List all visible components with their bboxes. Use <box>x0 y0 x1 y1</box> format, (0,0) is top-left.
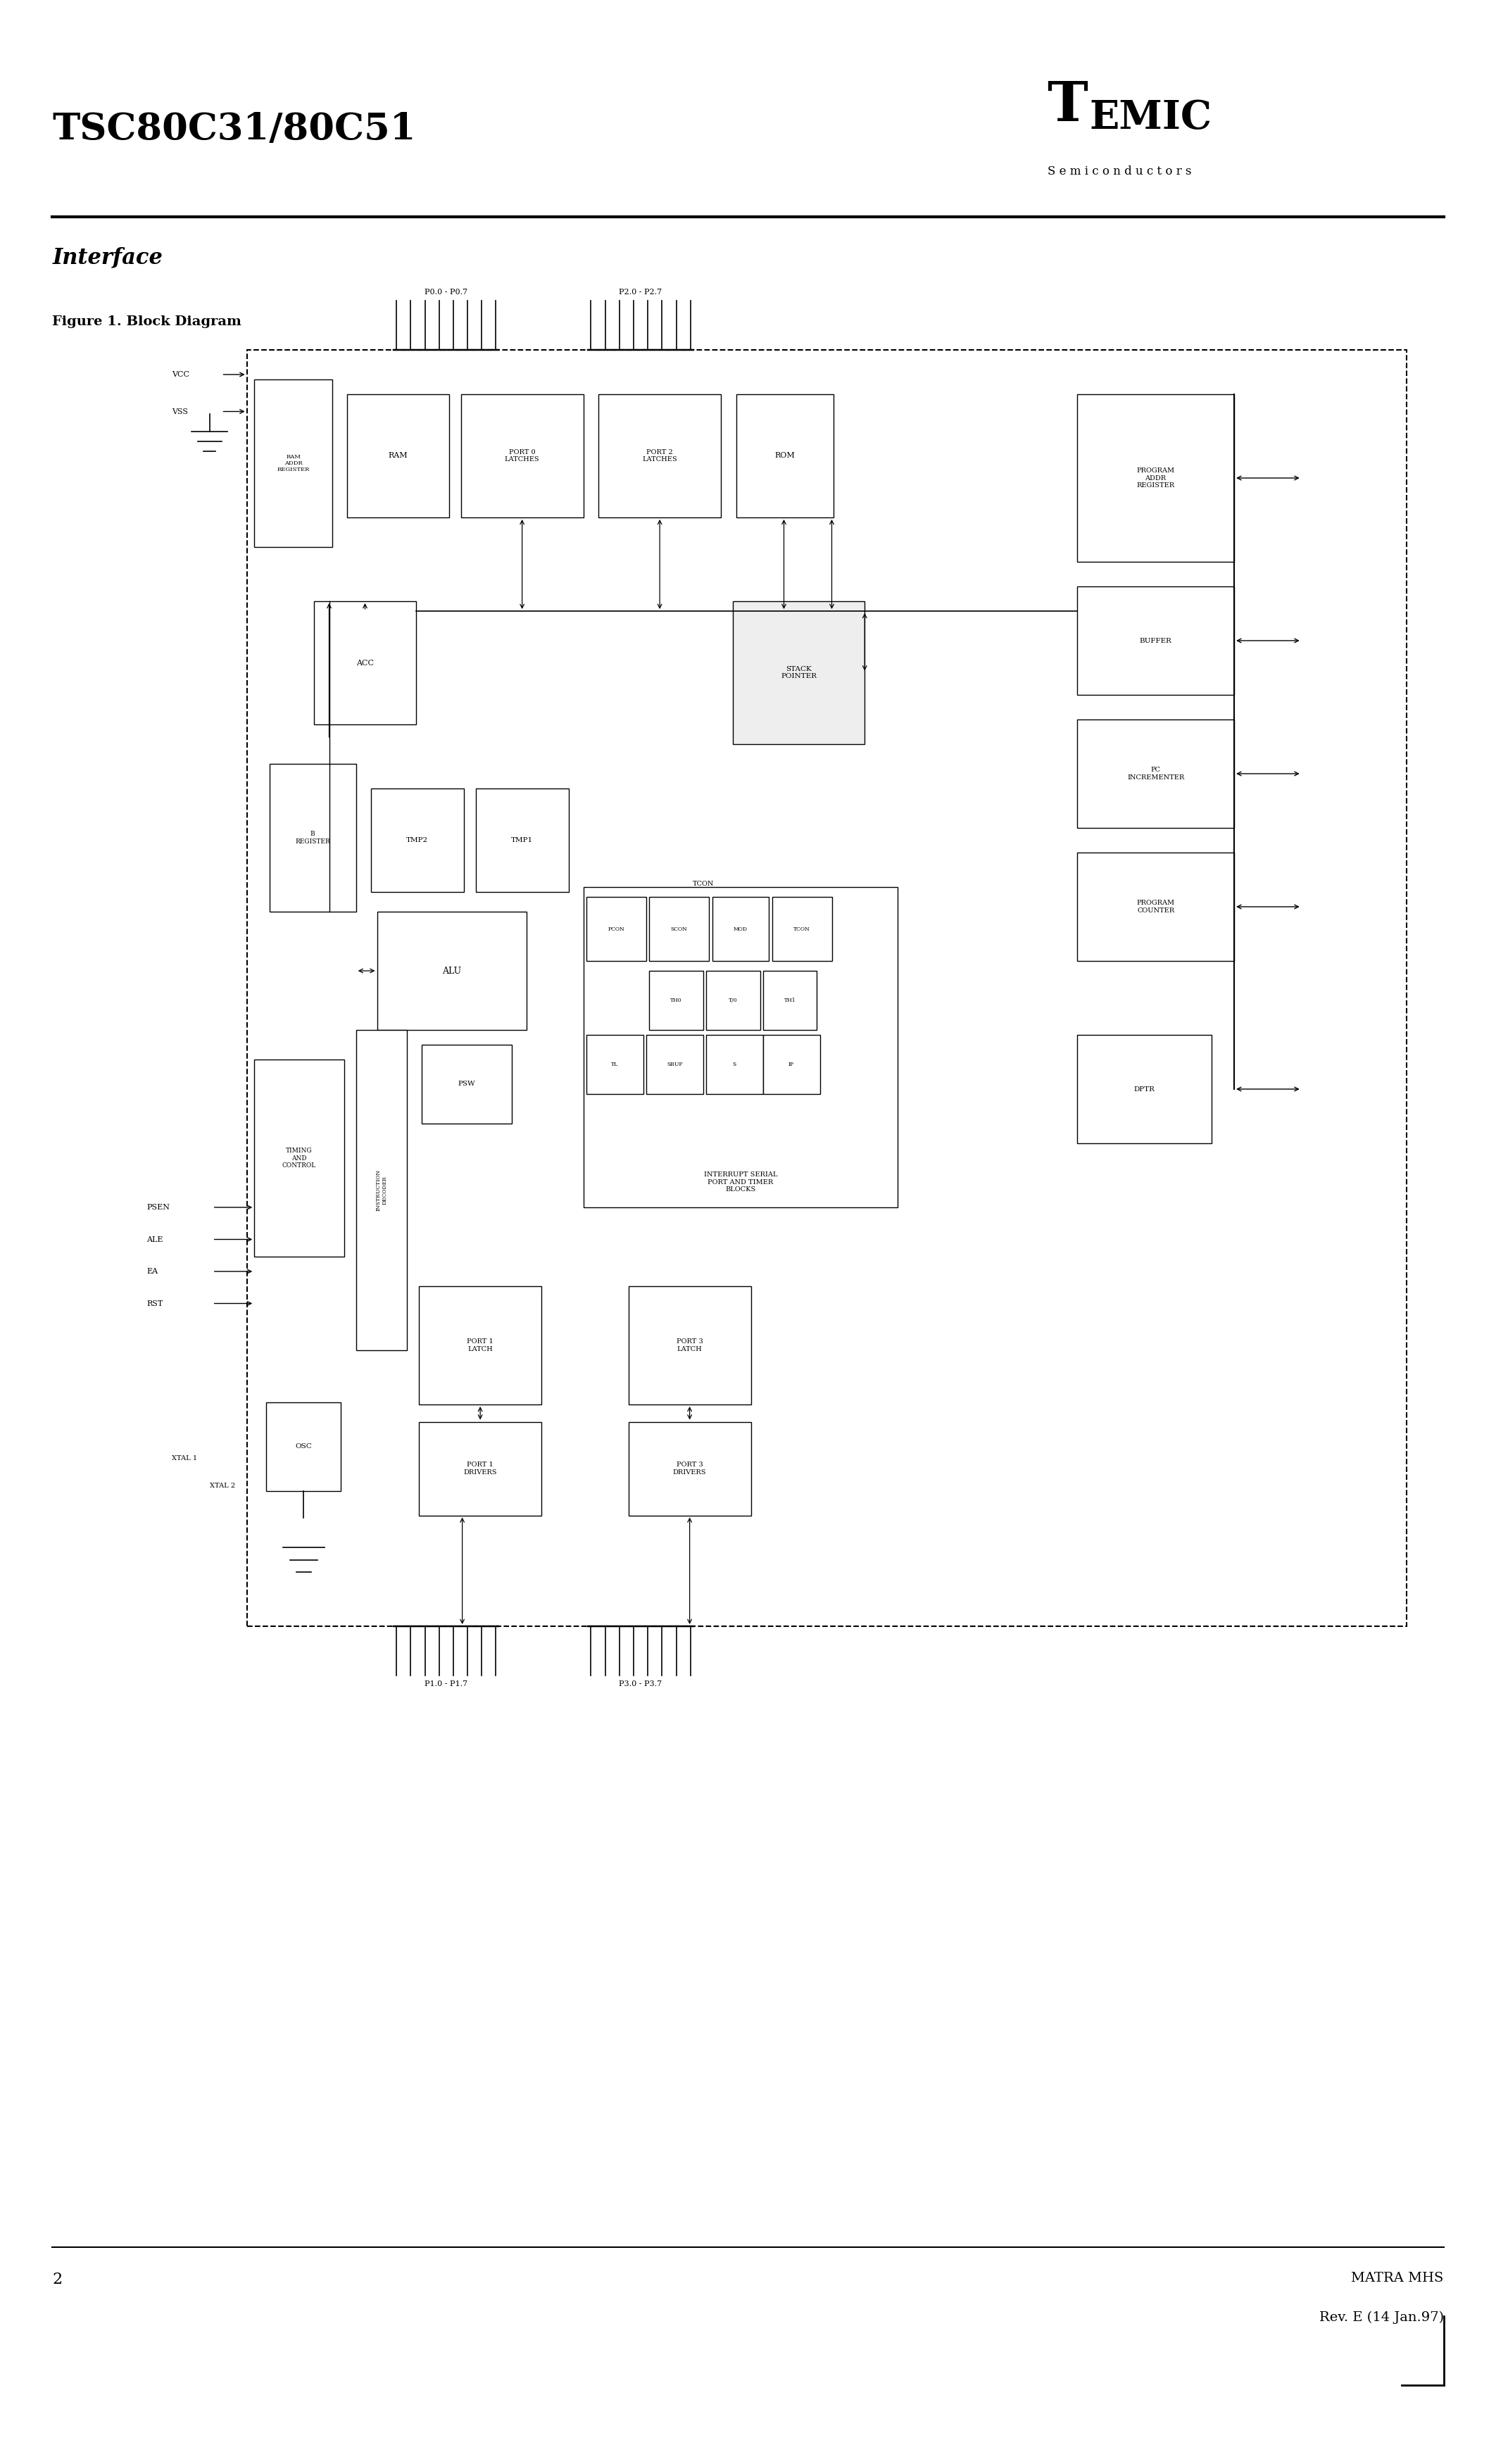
Text: TH0: TH0 <box>670 998 682 1003</box>
Text: P0.0 - P0.7: P0.0 - P0.7 <box>425 288 468 296</box>
Text: TCON: TCON <box>693 880 714 887</box>
Text: Figure 1. Block Diagram: Figure 1. Block Diagram <box>52 315 242 328</box>
Text: PC
INCREMENTER: PC INCREMENTER <box>1126 766 1185 781</box>
FancyBboxPatch shape <box>1077 853 1234 961</box>
Text: PORT 3
LATCH: PORT 3 LATCH <box>676 1338 703 1353</box>
Text: INTERRUPT SERIAL
PORT AND TIMER
BLOCKS: INTERRUPT SERIAL PORT AND TIMER BLOCKS <box>703 1170 778 1193</box>
FancyBboxPatch shape <box>583 887 898 1207</box>
Text: XTAL 1: XTAL 1 <box>172 1456 197 1461</box>
FancyBboxPatch shape <box>1077 1035 1212 1143</box>
Text: TSC80C31/80C51: TSC80C31/80C51 <box>52 111 416 148</box>
FancyBboxPatch shape <box>422 1045 512 1124</box>
Text: P2.0 - P2.7: P2.0 - P2.7 <box>619 288 663 296</box>
FancyBboxPatch shape <box>706 1035 763 1094</box>
Text: OSC: OSC <box>295 1444 313 1449</box>
Text: PSEN: PSEN <box>147 1205 171 1210</box>
Text: S e m i c o n d u c t o r s: S e m i c o n d u c t o r s <box>1047 165 1191 177</box>
Text: INSTRUCTION
DECODER: INSTRUCTION DECODER <box>375 1170 387 1210</box>
FancyBboxPatch shape <box>1077 719 1234 828</box>
FancyBboxPatch shape <box>347 394 449 517</box>
Text: PORT 2
LATCHES: PORT 2 LATCHES <box>642 448 678 463</box>
FancyBboxPatch shape <box>649 897 709 961</box>
Text: SBUF: SBUF <box>667 1062 682 1067</box>
FancyBboxPatch shape <box>269 764 356 912</box>
FancyBboxPatch shape <box>266 1402 341 1491</box>
Text: RAM
ADDR
REGISTER: RAM ADDR REGISTER <box>277 453 310 473</box>
FancyBboxPatch shape <box>356 1030 407 1350</box>
FancyBboxPatch shape <box>712 897 769 961</box>
Text: SCON: SCON <box>670 926 688 931</box>
FancyBboxPatch shape <box>649 971 703 1030</box>
Text: IP: IP <box>788 1062 794 1067</box>
Text: PORT 3
DRIVERS: PORT 3 DRIVERS <box>673 1461 706 1476</box>
Text: EMIC: EMIC <box>1089 99 1212 138</box>
Text: PSW: PSW <box>458 1082 476 1087</box>
FancyBboxPatch shape <box>461 394 583 517</box>
Text: TIMING
AND
CONTROL: TIMING AND CONTROL <box>283 1148 316 1168</box>
Text: TCON: TCON <box>793 926 811 931</box>
Text: BUFFER: BUFFER <box>1140 638 1171 643</box>
FancyBboxPatch shape <box>419 1422 542 1515</box>
Text: ROM: ROM <box>775 453 794 458</box>
Text: ALE: ALE <box>147 1237 163 1242</box>
FancyBboxPatch shape <box>763 971 817 1030</box>
Text: TMP1: TMP1 <box>512 838 533 843</box>
FancyBboxPatch shape <box>419 1286 542 1404</box>
Text: T/0: T/0 <box>729 998 738 1003</box>
FancyBboxPatch shape <box>371 788 464 892</box>
Text: P1.0 - P1.7: P1.0 - P1.7 <box>425 1680 468 1688</box>
Text: PROGRAM
ADDR
REGISTER: PROGRAM ADDR REGISTER <box>1137 468 1174 488</box>
FancyBboxPatch shape <box>586 1035 643 1094</box>
FancyBboxPatch shape <box>314 601 416 724</box>
Text: MOD: MOD <box>733 926 748 931</box>
Text: S: S <box>733 1062 736 1067</box>
FancyBboxPatch shape <box>598 394 721 517</box>
Text: B
REGISTER: B REGISTER <box>295 830 331 845</box>
Text: TL: TL <box>612 1062 618 1067</box>
FancyBboxPatch shape <box>254 1060 344 1257</box>
FancyBboxPatch shape <box>377 912 527 1030</box>
FancyBboxPatch shape <box>254 379 332 547</box>
Text: ACC: ACC <box>356 660 374 665</box>
Text: PORT 1
LATCH: PORT 1 LATCH <box>467 1338 494 1353</box>
Text: TMP2: TMP2 <box>407 838 428 843</box>
FancyBboxPatch shape <box>772 897 832 961</box>
Text: RST: RST <box>147 1301 163 1306</box>
Text: 2: 2 <box>52 2272 63 2287</box>
Text: VCC: VCC <box>172 372 190 377</box>
FancyBboxPatch shape <box>586 897 646 961</box>
Text: VSS: VSS <box>172 409 188 414</box>
Text: PORT 0
LATCHES: PORT 0 LATCHES <box>504 448 540 463</box>
Text: EA: EA <box>147 1269 159 1274</box>
FancyBboxPatch shape <box>1077 586 1234 695</box>
Text: MATRA MHS: MATRA MHS <box>1351 2272 1444 2284</box>
Text: RAM: RAM <box>389 453 407 458</box>
Text: Rev. E (14 Jan.97): Rev. E (14 Jan.97) <box>1319 2311 1444 2324</box>
FancyBboxPatch shape <box>646 1035 703 1094</box>
FancyBboxPatch shape <box>736 394 833 517</box>
FancyBboxPatch shape <box>628 1286 751 1404</box>
Text: DPTR: DPTR <box>1134 1087 1155 1092</box>
FancyBboxPatch shape <box>706 971 760 1030</box>
Text: PROGRAM
COUNTER: PROGRAM COUNTER <box>1137 899 1174 914</box>
FancyBboxPatch shape <box>763 1035 820 1094</box>
Text: TH1: TH1 <box>784 998 796 1003</box>
FancyBboxPatch shape <box>476 788 568 892</box>
FancyBboxPatch shape <box>1077 394 1234 562</box>
Text: STACK
POINTER: STACK POINTER <box>781 665 817 680</box>
Text: XTAL 2: XTAL 2 <box>209 1483 235 1488</box>
Text: ALU: ALU <box>443 966 461 976</box>
Text: Interface: Interface <box>52 246 163 269</box>
Text: T: T <box>1047 79 1088 133</box>
Text: PORT 1
DRIVERS: PORT 1 DRIVERS <box>464 1461 497 1476</box>
FancyBboxPatch shape <box>628 1422 751 1515</box>
FancyBboxPatch shape <box>733 601 865 744</box>
Text: P3.0 - P3.7: P3.0 - P3.7 <box>619 1680 663 1688</box>
Text: PCON: PCON <box>607 926 625 931</box>
